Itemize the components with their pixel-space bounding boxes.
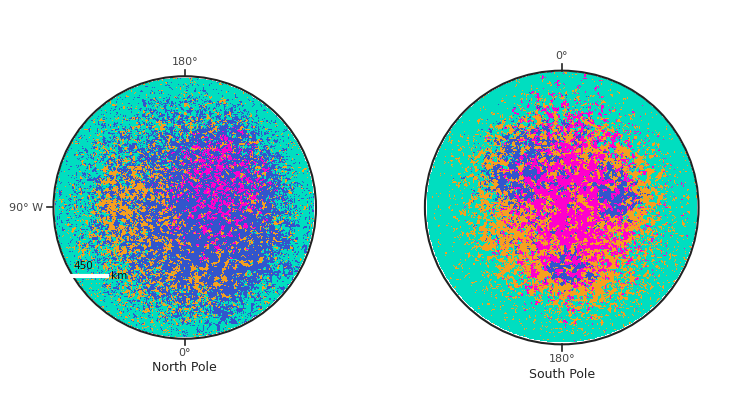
- Text: North Pole: North Pole: [152, 361, 217, 374]
- Text: 0°: 0°: [556, 51, 568, 61]
- Text: 180°: 180°: [548, 354, 575, 364]
- Text: 0°: 0°: [179, 348, 191, 358]
- Text: 180°: 180°: [171, 57, 198, 67]
- Text: 90° W: 90° W: [9, 203, 43, 212]
- Text: km: km: [112, 271, 127, 281]
- Text: South Pole: South Pole: [529, 368, 595, 381]
- Text: 450: 450: [74, 261, 93, 271]
